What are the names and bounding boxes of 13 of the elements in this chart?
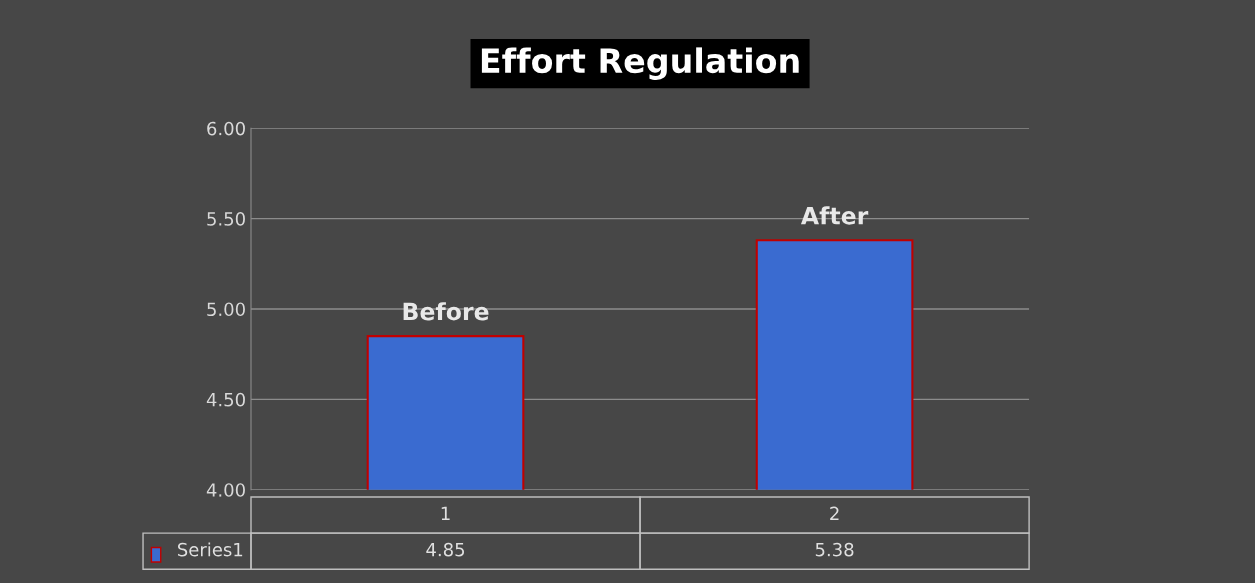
data-label: 5.38 <box>815 542 854 557</box>
y-tick-label: 4.50 <box>206 392 245 407</box>
annotation: Before <box>403 302 489 321</box>
y-tick-label: 4.00 <box>206 483 245 497</box>
legend-label: Series1 <box>177 542 243 557</box>
y-tick-label: 6.00 <box>207 121 245 136</box>
chart-title: Effort Regulation <box>481 47 799 80</box>
annotation: After <box>800 206 869 225</box>
data-label: 4.85 <box>426 542 465 557</box>
y-tick-label: 5.00 <box>207 302 245 317</box>
x-tick-label: 2 <box>830 506 839 520</box>
y-tick-label: 5.50 <box>207 212 245 226</box>
x-tick-label: 1 <box>441 506 450 520</box>
